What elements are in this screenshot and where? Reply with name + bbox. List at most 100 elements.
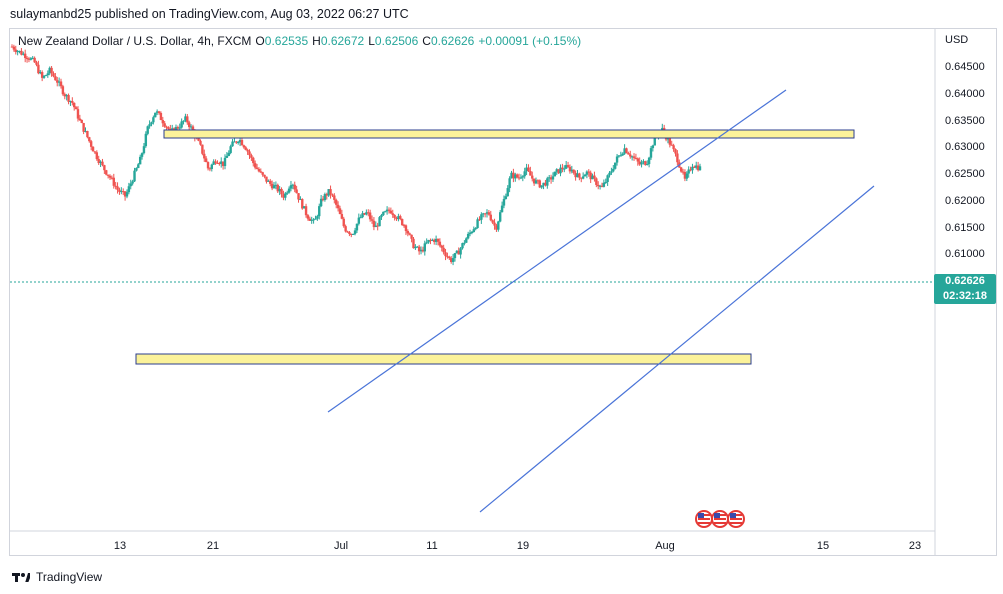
candle-body — [167, 127, 170, 129]
candle-body — [127, 186, 131, 193]
time-tick-label: 13 — [113, 540, 127, 552]
candle-body — [651, 145, 655, 149]
candle-body — [495, 225, 498, 230]
candle-body — [363, 213, 366, 215]
candle-body — [517, 177, 521, 179]
candle-body — [152, 117, 155, 123]
time-tick-label: 19 — [516, 540, 530, 552]
candle-body — [446, 256, 449, 258]
candle-body — [71, 100, 74, 103]
candle-body — [284, 193, 287, 198]
candle-body — [461, 243, 464, 249]
upper-channel-line[interactable] — [327, 89, 787, 413]
candle-body — [50, 67, 53, 74]
candle-body — [157, 111, 161, 114]
candle-body — [500, 205, 504, 213]
candle-body — [246, 149, 249, 152]
candle-body — [316, 216, 319, 219]
candle-body — [261, 172, 264, 175]
candle-body — [270, 183, 274, 189]
candle-body — [451, 258, 455, 262]
candle-body — [531, 175, 534, 179]
candle-body — [308, 218, 312, 221]
candle-body — [248, 151, 251, 156]
symbol-name: New Zealand Dollar / U.S. Dollar, 4h, FX… — [18, 34, 252, 48]
lower-channel-line[interactable] — [479, 185, 875, 513]
candle-body — [20, 50, 23, 55]
publish-header: sulaymanbd25 published on TradingView.co… — [0, 0, 1003, 28]
candles — [10, 44, 702, 266]
time-tick-label: 23 — [908, 540, 922, 552]
support-zone[interactable] — [135, 353, 752, 365]
candle-body — [525, 167, 528, 172]
candle-body — [255, 167, 259, 169]
candle-body — [29, 58, 33, 60]
footer-brand[interactable]: TradingView — [12, 570, 102, 584]
candle-body — [46, 73, 50, 76]
candle-body — [269, 180, 272, 184]
us-flag-icon[interactable] — [711, 510, 729, 528]
candle-body — [187, 122, 191, 128]
candle-body — [544, 182, 547, 186]
candle-body — [466, 233, 470, 239]
candle-body — [140, 153, 144, 157]
candle-body — [74, 107, 78, 110]
event-flags[interactable] — [695, 510, 745, 528]
candle-body — [59, 81, 63, 87]
candle-body — [221, 161, 225, 167]
candle-body — [40, 72, 44, 78]
low-value: 0.62506 — [374, 34, 419, 48]
candle-body — [689, 169, 692, 171]
high-value: 0.62672 — [320, 34, 365, 48]
candle-body — [695, 165, 698, 168]
candle-body — [640, 162, 643, 165]
candle-body — [231, 141, 234, 147]
candle-body — [670, 144, 673, 146]
candle-body — [527, 167, 530, 172]
candle-body — [216, 162, 219, 164]
candle-body — [384, 211, 387, 213]
candle-body — [306, 215, 310, 219]
candle-body — [563, 168, 566, 170]
candle-body — [406, 231, 410, 234]
candle-body — [448, 256, 451, 259]
candle-body — [238, 140, 242, 143]
resistance-zone[interactable] — [163, 129, 855, 139]
candle-body — [267, 180, 270, 182]
candle-body — [529, 171, 532, 176]
candle-body — [598, 185, 602, 187]
candle-body — [227, 152, 230, 156]
candle-body — [291, 184, 295, 186]
candle-body — [638, 161, 641, 165]
chart-frame[interactable] — [9, 28, 997, 556]
candle-body — [278, 189, 281, 192]
candle-body — [342, 218, 345, 227]
symbol-legend[interactable]: New Zealand Dollar / U.S. Dollar, 4h, FX… — [18, 34, 581, 48]
candle-body — [88, 137, 91, 142]
candle-body — [33, 57, 36, 63]
us-flag-icon[interactable] — [695, 510, 713, 528]
candle-body — [340, 214, 344, 219]
candle-body — [691, 166, 694, 171]
candle-body — [299, 199, 302, 201]
candle-body — [491, 220, 494, 223]
candle-body — [346, 231, 349, 233]
candle-body — [319, 198, 323, 207]
candle-body — [580, 177, 583, 179]
candle-body — [333, 195, 336, 200]
candle-body — [137, 164, 140, 169]
candle-body — [240, 140, 244, 146]
candle-body — [459, 248, 462, 255]
candle-body — [502, 199, 506, 206]
last-price-value: 0.62626 — [945, 275, 985, 287]
candle-body — [297, 193, 300, 200]
low-label: L — [368, 34, 375, 48]
candle-body — [233, 141, 236, 143]
candle-body — [280, 189, 283, 195]
candle-body — [206, 162, 210, 169]
candle-body — [123, 191, 127, 197]
candle-body — [169, 128, 172, 130]
us-flag-icon[interactable] — [727, 510, 745, 528]
candle-body — [408, 233, 411, 235]
